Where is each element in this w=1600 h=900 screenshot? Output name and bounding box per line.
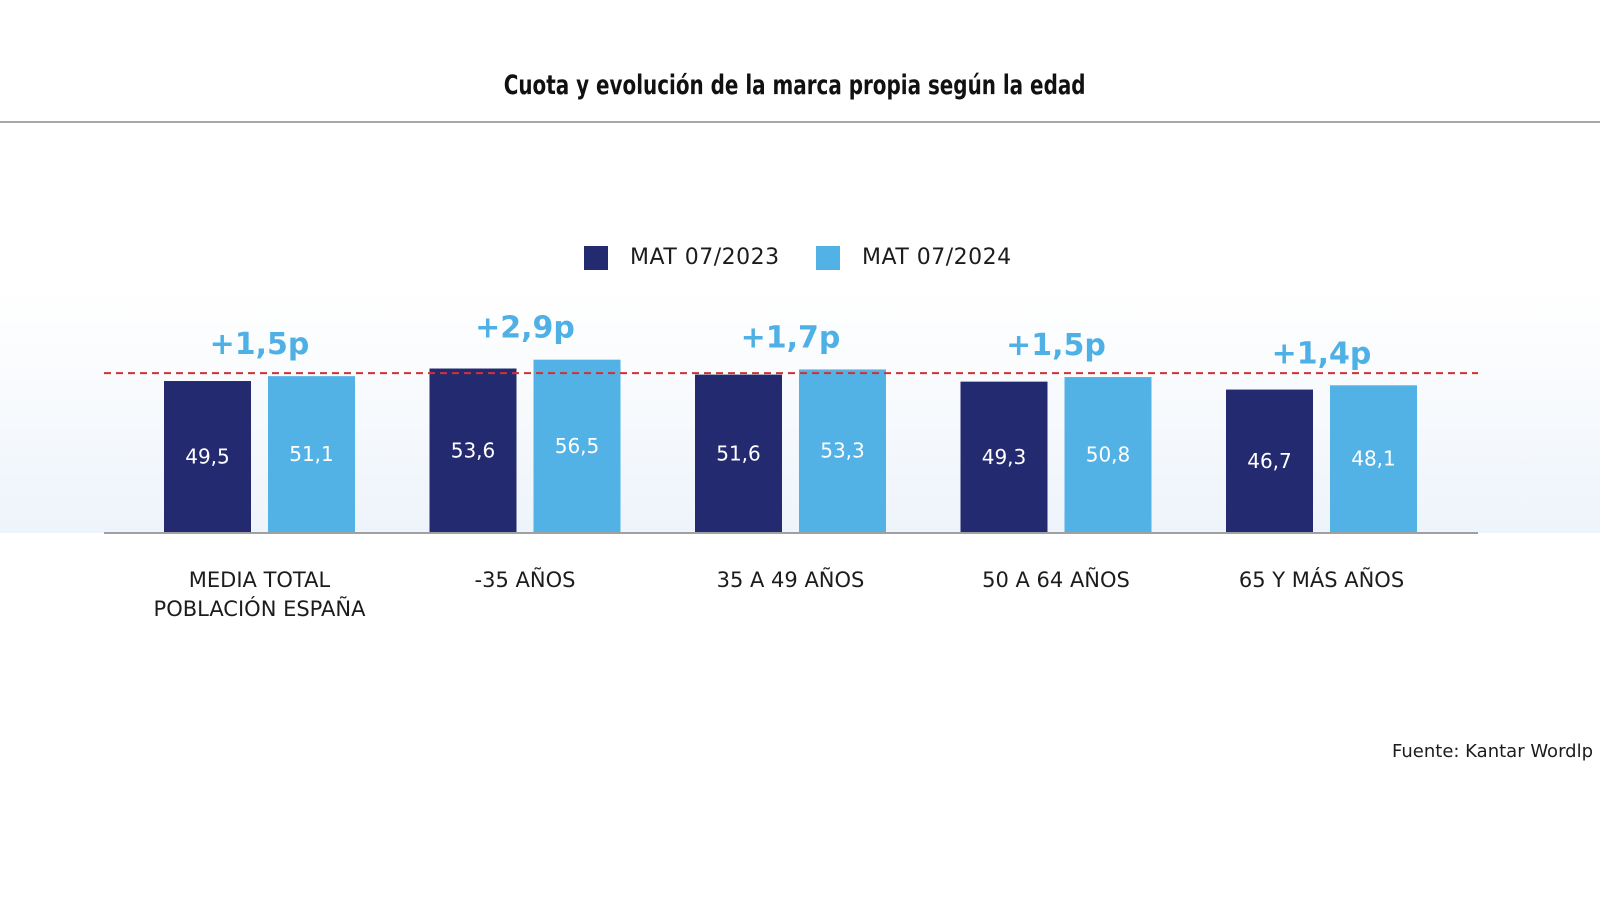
bar-value-label: 56,5 (555, 434, 600, 458)
category-label: MEDIA TOTAL (189, 568, 331, 592)
legend-item-2023: MAT 07/2023 (584, 245, 780, 270)
bar-2024 (268, 376, 355, 532)
legend-item-2024: MAT 07/2024 (816, 245, 1012, 270)
bar-value-label: 53,3 (820, 439, 865, 463)
bar-value-label: 53,6 (451, 438, 496, 462)
bar-value-label: 51,1 (289, 442, 334, 466)
legend-swatch-2024 (816, 245, 840, 270)
legend-label-2023: MAT 07/2023 (630, 245, 780, 270)
legend: MAT 07/2023 MAT 07/2024 (0, 245, 1600, 275)
bar-value-label: 51,6 (716, 441, 761, 465)
delta-label: +1,4p (1272, 336, 1372, 371)
legend-label-2024: MAT 07/2024 (862, 245, 1012, 270)
delta-label: +1,5p (210, 327, 310, 362)
bar-2023 (164, 381, 251, 532)
bar-2023 (695, 374, 782, 532)
title-divider (0, 121, 1600, 123)
delta-label: +1,7p (741, 320, 841, 355)
bar-value-label: 48,1 (1351, 447, 1396, 471)
bar-value-label: 50,8 (1086, 443, 1131, 467)
category-label: 50 A 64 AÑOS (982, 566, 1130, 592)
bar-2023 (960, 381, 1048, 532)
bar-2023 (1226, 389, 1313, 532)
bar-2024 (533, 359, 621, 532)
chart-title: Cuota y evolución de la marca propia seg… (503, 70, 1086, 101)
legend-swatch-2023 (584, 245, 608, 270)
delta-label: +1,5p (1006, 328, 1106, 363)
bar-2024 (1064, 377, 1152, 532)
bar-2024 (799, 369, 886, 532)
source-note: Fuente: Kantar Wordlp (1392, 741, 1594, 762)
bar-value-label: 46,7 (1247, 449, 1292, 473)
bar-2023 (429, 368, 517, 532)
bar-value-label: 49,5 (185, 445, 230, 469)
category-label: 35 A 49 AÑOS (717, 566, 865, 592)
bar-value-label: 49,3 (982, 445, 1027, 469)
bar-2024 (1330, 385, 1417, 532)
category-label: -35 AÑOS (475, 566, 576, 592)
delta-label: +2,9p (475, 311, 575, 346)
category-label: POBLACIÓN ESPAÑA (154, 595, 367, 621)
category-label: 65 Y MÁS AÑOS (1239, 566, 1404, 592)
